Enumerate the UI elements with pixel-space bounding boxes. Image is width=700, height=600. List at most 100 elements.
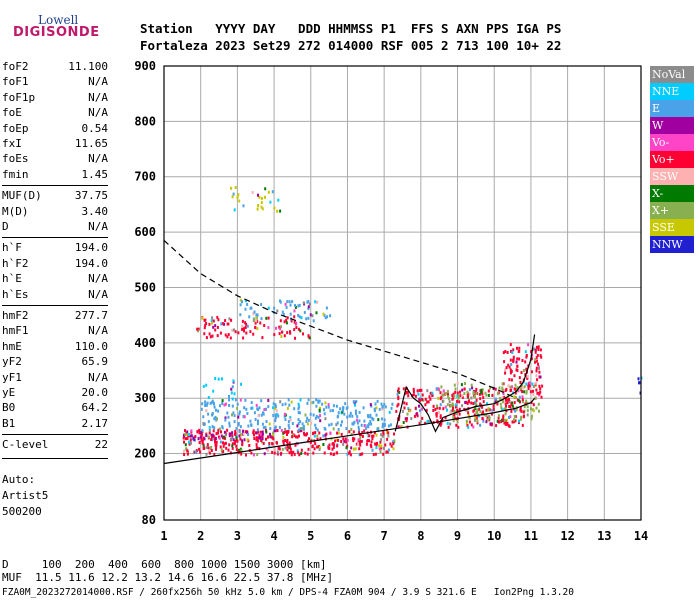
param-name: foEs [2,152,29,166]
echo-point [233,392,236,396]
x-tick-label: 10 [487,529,501,543]
echo-point [197,329,199,333]
echo-point [215,447,217,451]
echo-point [324,417,327,421]
echo-point [511,420,514,424]
echo-point [396,404,399,408]
echo-point [540,355,543,359]
echo-point [215,408,217,412]
echo-point [439,414,442,418]
x-tick-label: 14 [634,529,648,543]
y-tick-label: 400 [134,336,156,350]
echo-point [244,430,247,434]
echo-point [311,401,314,405]
echo-point [487,408,490,412]
echo-point [283,412,286,416]
echo-point [307,335,310,339]
echo-point [356,421,359,425]
echo-point [512,420,515,424]
echo-point [514,391,517,395]
echo-point [325,306,328,310]
echo-point [447,390,449,394]
echo-point [470,401,473,405]
echo-point [228,395,230,398]
echo-point [276,452,279,456]
param-name: B1 [2,416,16,430]
echo-point [381,422,384,426]
echo-point [312,319,315,323]
echo-point [200,432,203,436]
echo-point [457,394,460,398]
echo-point [371,448,374,452]
echo-point [525,354,528,357]
echo-point [304,413,307,417]
echo-point [274,425,277,429]
echo-point [263,324,266,327]
plot-frame [163,65,642,521]
echo-point [282,442,285,445]
echo-point [297,313,300,317]
echo-point [307,439,309,443]
echo-point [208,322,211,326]
echo-point [350,446,353,450]
echo-point [536,391,539,395]
echo-point [375,406,378,410]
echo-point [510,385,513,389]
echo-point [357,438,360,442]
echo-point [298,434,300,438]
echo-point [265,420,268,423]
param-name: foF1p [2,90,36,104]
auto-label: Auto: [2,473,36,486]
echo-point [284,402,287,406]
echo-point [488,416,491,420]
param-value: N/A [88,220,108,233]
echo-point [427,400,430,404]
echo-point [346,452,349,456]
echo-point [247,433,250,437]
echo-point [465,419,468,423]
echo-point [535,406,538,410]
echo-point [333,443,335,447]
echo-point [194,435,197,438]
echo-point [271,434,274,438]
echo-point [221,322,224,326]
echo-point [193,450,196,454]
echo-point [214,415,217,419]
echo-point [207,396,210,399]
echo-point [257,204,260,208]
echo-point [481,412,484,416]
echo-point [316,445,319,449]
echo-point [265,428,267,432]
echo-point [412,390,415,394]
echo-point [304,451,307,455]
echo-point [381,425,384,429]
echo-point [532,409,535,413]
echo-point [210,400,213,404]
echo-point [223,430,226,434]
echo-point [260,399,263,403]
echo-point [435,414,438,418]
echo-point [342,442,345,446]
echo-point [502,392,505,395]
chart-points [182,186,643,457]
echo-point [290,453,293,457]
echo-point [341,406,344,410]
echo-point [514,409,516,413]
echo-point [520,385,523,389]
echo-point [310,421,313,425]
echo-point [184,443,187,447]
echo-point [274,406,277,410]
echo-point [186,452,189,456]
header-values: Fortaleza 2023 Set29 272 014000 RSF 005 … [140,38,562,53]
echo-point [453,383,456,387]
param-value: N/A [88,272,108,286]
echo-point [392,442,395,446]
echo-point [255,403,258,407]
echo-point [207,412,210,416]
echo-point [332,453,335,456]
y-tick-label: 80 [142,513,156,527]
echo-point [343,439,346,443]
echo-point [479,423,482,427]
echo-point [228,443,231,447]
echo-point [408,409,411,413]
